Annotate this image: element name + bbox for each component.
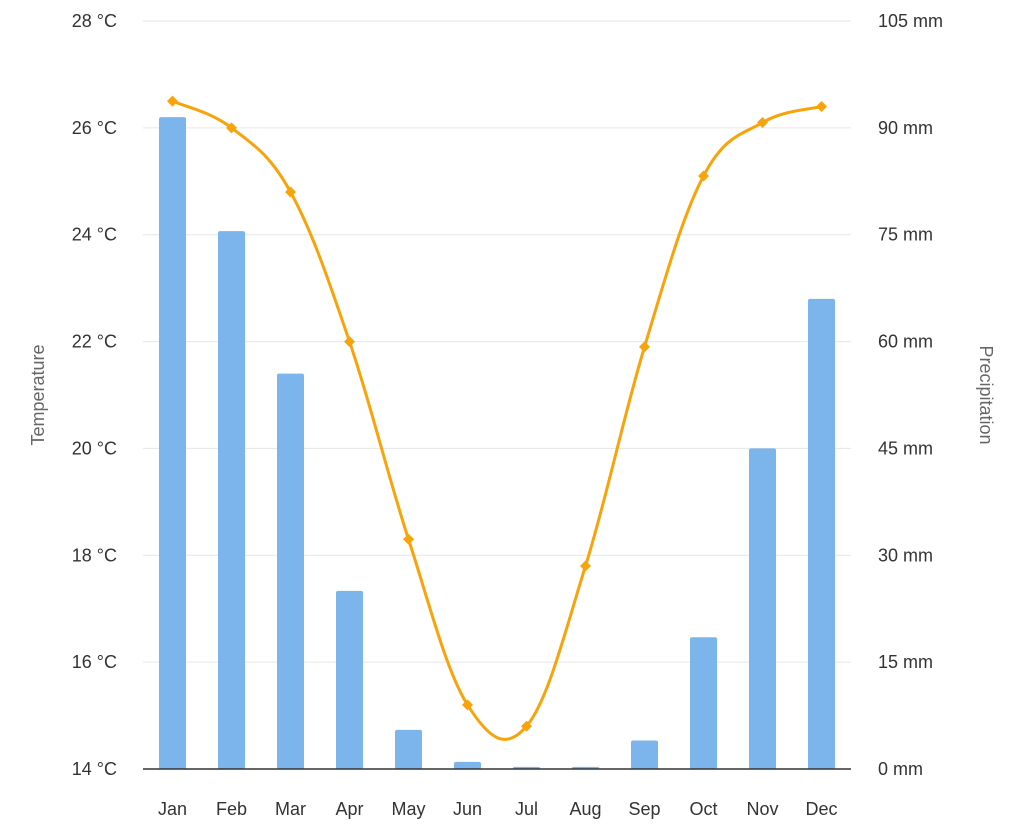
right-tick-label: 60 mm — [878, 332, 933, 352]
temperature-point — [698, 170, 709, 182]
temperature-point — [285, 186, 296, 198]
left-tick-label: 22 °C — [72, 332, 117, 352]
temperature-point — [757, 117, 768, 129]
left-axis-title: Temperature — [28, 344, 48, 445]
grid-layer — [143, 20, 851, 663]
temperature-point — [344, 336, 355, 348]
left-tick-label: 26 °C — [72, 118, 117, 138]
precipitation-bar — [690, 637, 717, 769]
precipitation-bar — [808, 298, 835, 769]
left-tick-label: 24 °C — [72, 225, 117, 245]
x-tick-label: May — [391, 799, 425, 819]
right-tick-label: 45 mm — [878, 438, 933, 458]
right-tick-label: 90 mm — [878, 118, 933, 138]
right-tick-label: 30 mm — [878, 545, 933, 565]
x-tick-label: Nov — [746, 799, 778, 819]
temperature-point — [226, 122, 237, 134]
line-layer — [167, 95, 827, 741]
right-tick-label: 105 mm — [878, 11, 943, 31]
x-tick-label: Jun — [453, 799, 482, 819]
left-tick-label: 28 °C — [72, 11, 117, 31]
precipitation-bar — [336, 590, 363, 769]
x-tick-label: Dec — [805, 799, 837, 819]
precipitation-bar — [395, 729, 422, 769]
precipitation-bar — [749, 448, 776, 769]
right-tick-label: 75 mm — [878, 225, 933, 245]
x-tick-label: Oct — [689, 799, 717, 819]
right-tick-label: 0 mm — [878, 759, 923, 779]
x-tick-label: Apr — [335, 799, 363, 819]
precipitation-bar — [454, 761, 481, 769]
x-tick-label: Jan — [158, 799, 187, 819]
precipitation-bar — [159, 117, 186, 769]
temperature-point — [167, 95, 178, 107]
x-tick-label: Sep — [628, 799, 660, 819]
temperature-point — [521, 720, 532, 732]
x-tick-label: Aug — [569, 799, 601, 819]
temperature-point — [403, 533, 414, 545]
precipitation-bar — [218, 231, 245, 770]
temperature-point — [816, 100, 827, 112]
precipitation-bar — [277, 373, 304, 769]
left-tick-label: 20 °C — [72, 438, 117, 458]
left-tick-label: 14 °C — [72, 759, 117, 779]
temperature-point — [580, 560, 591, 572]
temperature-point — [462, 699, 473, 711]
x-tick-label: Jul — [515, 799, 538, 819]
precipitation-bar — [631, 740, 658, 769]
left-tick-label: 16 °C — [72, 652, 117, 672]
temperature-line — [171, 99, 822, 741]
temperature-point — [639, 341, 650, 353]
axis-layer: 14 °C 16 °C 18 °C 20 °C 22 °C 24 °C 26 °C 28 °C… — [72, 11, 943, 819]
right-tick-label: 15 mm — [878, 652, 933, 672]
right-axis-title: Precipitation — [976, 345, 996, 444]
bar-layer — [159, 117, 835, 770]
left-tick-label: 18 °C — [72, 545, 117, 565]
x-tick-label: Feb — [216, 799, 247, 819]
x-tick-label: Mar — [275, 799, 306, 819]
